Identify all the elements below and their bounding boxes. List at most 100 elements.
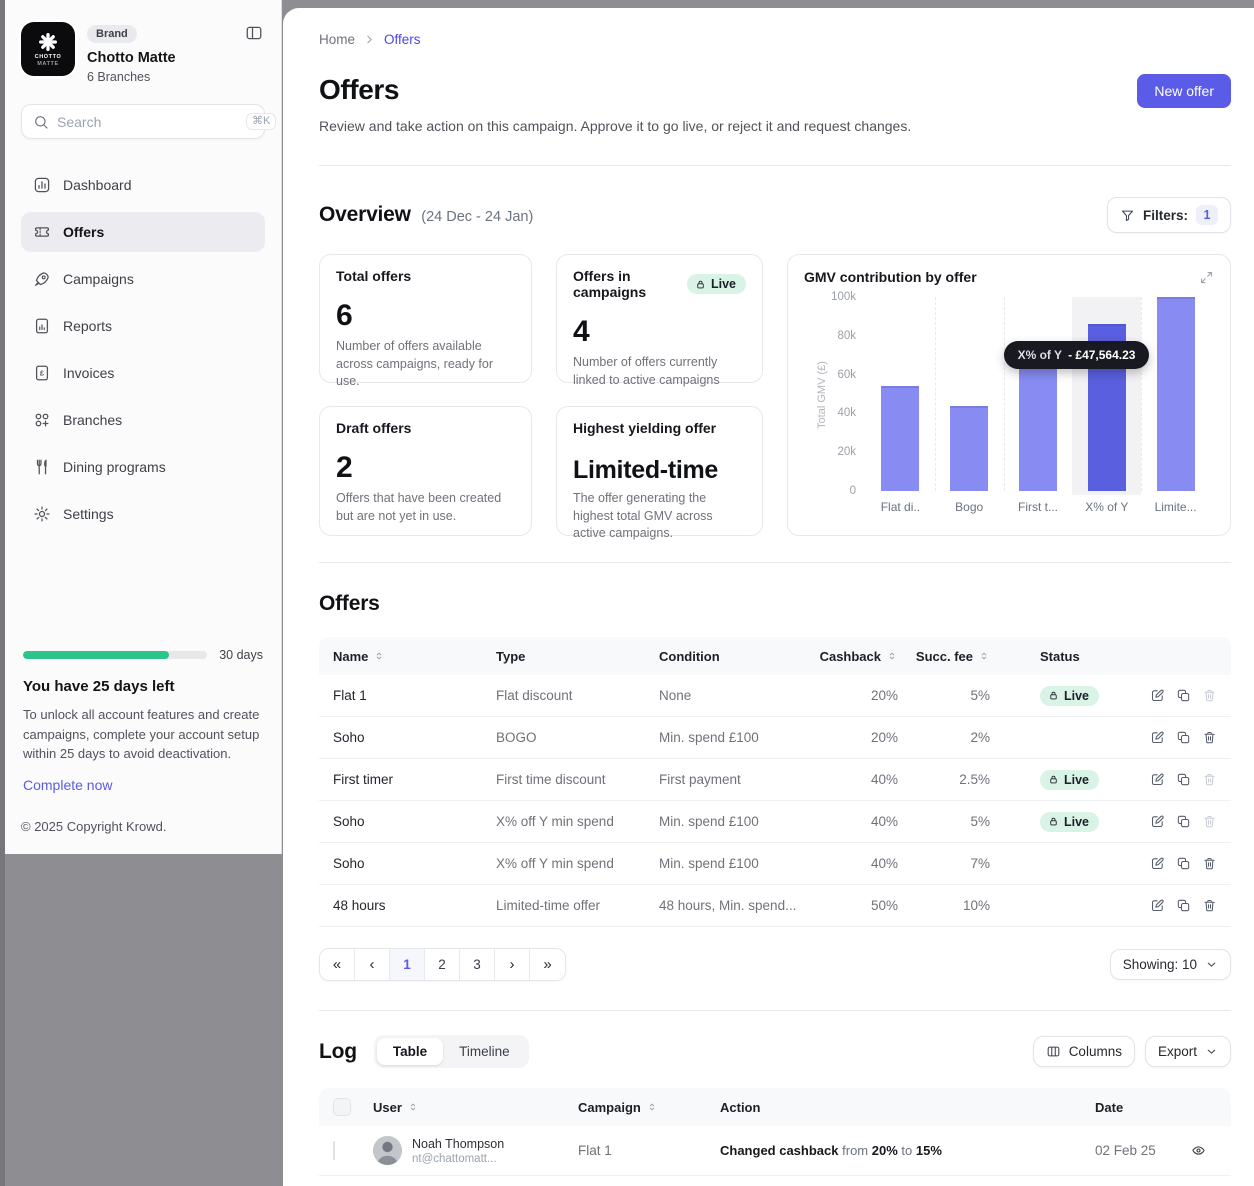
edit-icon[interactable]: [1150, 856, 1165, 871]
bar-Flat di..[interactable]: [881, 386, 920, 491]
column-header-user[interactable]: User: [373, 1099, 402, 1115]
sort-icon[interactable]: [373, 650, 385, 662]
trial-title: You have 25 days left: [23, 677, 175, 695]
search-input[interactable]: [57, 113, 238, 130]
lock-icon: [1048, 774, 1059, 785]
offer-type: Flat discount: [496, 688, 573, 703]
sidebar-item-campaigns[interactable]: Campaigns: [21, 259, 265, 299]
duplicate-icon[interactable]: [1176, 688, 1191, 703]
bar-First t...[interactable]: [1019, 364, 1057, 491]
row-checkbox[interactable]: [333, 1140, 335, 1160]
pagination-page-2[interactable]: 2: [425, 949, 460, 980]
sidebar-item-settings[interactable]: Settings: [21, 494, 265, 534]
export-label: Export: [1157, 1044, 1197, 1059]
divider: [319, 165, 1231, 166]
column-header-date: Date: [1095, 1099, 1124, 1115]
pagination-last-button[interactable]: »: [530, 949, 565, 980]
sidebar-item-label: Dashboard: [63, 177, 132, 193]
sidebar-item-offers[interactable]: Offers: [21, 212, 265, 252]
duplicate-icon[interactable]: [1176, 730, 1191, 745]
offer-cashback: 40%: [870, 772, 898, 787]
sort-icon[interactable]: [886, 650, 898, 662]
tooltip-value: - £47,564.23: [1068, 348, 1136, 362]
pagination-next-button[interactable]: ›: [495, 949, 530, 980]
edit-icon[interactable]: [1150, 772, 1165, 787]
window-edge: [0, 0, 5, 1186]
export-button[interactable]: Export: [1144, 1036, 1231, 1067]
column-header-campaign[interactable]: Campaign: [578, 1099, 641, 1115]
column-header-status: Status: [1040, 648, 1080, 664]
delete-icon[interactable]: [1202, 898, 1217, 913]
page-size-dropdown[interactable]: Showing: 10: [1109, 949, 1231, 980]
sidebar-item-dining-programs[interactable]: Dining programs: [21, 447, 265, 487]
breadcrumb-home[interactable]: Home: [319, 32, 356, 47]
view-details-eye-icon[interactable]: [1191, 1143, 1217, 1158]
select-all-checkbox[interactable]: [333, 1098, 351, 1116]
delete-icon[interactable]: [1202, 814, 1217, 829]
offer-fee: 5%: [970, 688, 990, 703]
divider: [319, 562, 1231, 563]
stat-card-value: Limited-time: [573, 456, 719, 484]
filters-label: Filters:: [1142, 207, 1188, 223]
sidebar-item-reports[interactable]: Reports: [21, 306, 265, 346]
log-user-email: nt@chattomatt...: [412, 1152, 497, 1165]
duplicate-icon[interactable]: [1176, 898, 1191, 913]
main-panel: Home Offers Offers New offer Review and …: [283, 8, 1254, 1186]
pagination-prev-button[interactable]: ‹: [355, 949, 390, 980]
sort-icon[interactable]: [646, 1101, 658, 1113]
stat-card-title: Offers in campaigns: [573, 268, 647, 300]
pagination-page-3[interactable]: 3: [460, 949, 495, 980]
offer-name: Soho: [333, 856, 365, 871]
tab-timeline[interactable]: Timeline: [459, 1044, 510, 1059]
duplicate-icon[interactable]: [1176, 856, 1191, 871]
delete-icon[interactable]: [1202, 772, 1217, 787]
logo-text-line1: CHOTTO: [34, 53, 62, 60]
pagination-first-button[interactable]: «: [320, 949, 355, 980]
ticket-icon: [33, 223, 51, 241]
sidebar-collapse-icon[interactable]: [245, 24, 263, 47]
search-box[interactable]: ⌘K: [21, 104, 277, 139]
edit-icon[interactable]: [1150, 688, 1165, 703]
delete-icon[interactable]: [1202, 730, 1217, 745]
stat-card-description: Offers that have been created but are no…: [336, 491, 502, 523]
sidebar-item-invoices[interactable]: Invoices: [21, 353, 265, 393]
sidebar-item-dashboard[interactable]: Dashboard: [21, 165, 265, 205]
sort-icon[interactable]: [978, 650, 990, 662]
fork-knife-icon: [33, 458, 51, 476]
expand-fullscreen-icon[interactable]: [1199, 270, 1214, 285]
stat-card-value: 4: [573, 315, 590, 348]
offer-cashback: 50%: [870, 898, 898, 913]
column-header-name[interactable]: Name: [333, 648, 369, 664]
column-header-fee[interactable]: Succ. fee: [915, 648, 973, 664]
offers-section-title: Offers: [319, 592, 380, 615]
gear-icon: [33, 505, 51, 523]
offer-name: Soho: [333, 730, 365, 745]
new-offer-button[interactable]: New offer: [1137, 74, 1231, 108]
tab-table[interactable]: Table: [376, 1038, 444, 1065]
edit-icon[interactable]: [1150, 730, 1165, 745]
duplicate-icon[interactable]: [1176, 772, 1191, 787]
chart-plot: X% of Y - £47,564.23 Flat di.. Bogo First …: [866, 297, 1210, 514]
complete-now-link[interactable]: Complete now: [23, 777, 113, 793]
sidebar-item-branches[interactable]: Branches: [21, 400, 265, 440]
sort-icon[interactable]: [407, 1101, 419, 1113]
live-status-badge: Live: [1040, 769, 1100, 790]
offer-type: First time discount: [496, 772, 606, 787]
x-tick-label: Limite...: [1154, 500, 1197, 514]
bar-Bogo[interactable]: [950, 405, 989, 491]
duplicate-icon[interactable]: [1176, 814, 1191, 829]
column-header-cashback[interactable]: Cashback: [819, 648, 881, 664]
chevron-down-icon: [1205, 1045, 1218, 1058]
delete-icon[interactable]: [1202, 856, 1217, 871]
columns-button[interactable]: Columns: [1032, 1036, 1135, 1067]
x-tick-label: Bogo: [955, 500, 984, 514]
breadcrumb-current[interactable]: Offers: [384, 32, 421, 47]
edit-icon[interactable]: [1150, 814, 1165, 829]
bar-Limite...[interactable]: [1156, 297, 1195, 491]
edit-icon[interactable]: [1150, 898, 1165, 913]
chart-title: GMV contribution by offer: [804, 269, 977, 285]
avatar: [373, 1136, 402, 1165]
delete-icon[interactable]: [1202, 688, 1217, 703]
filters-button[interactable]: Filters: 1: [1106, 197, 1231, 233]
pagination-page-1[interactable]: 1: [390, 949, 425, 980]
